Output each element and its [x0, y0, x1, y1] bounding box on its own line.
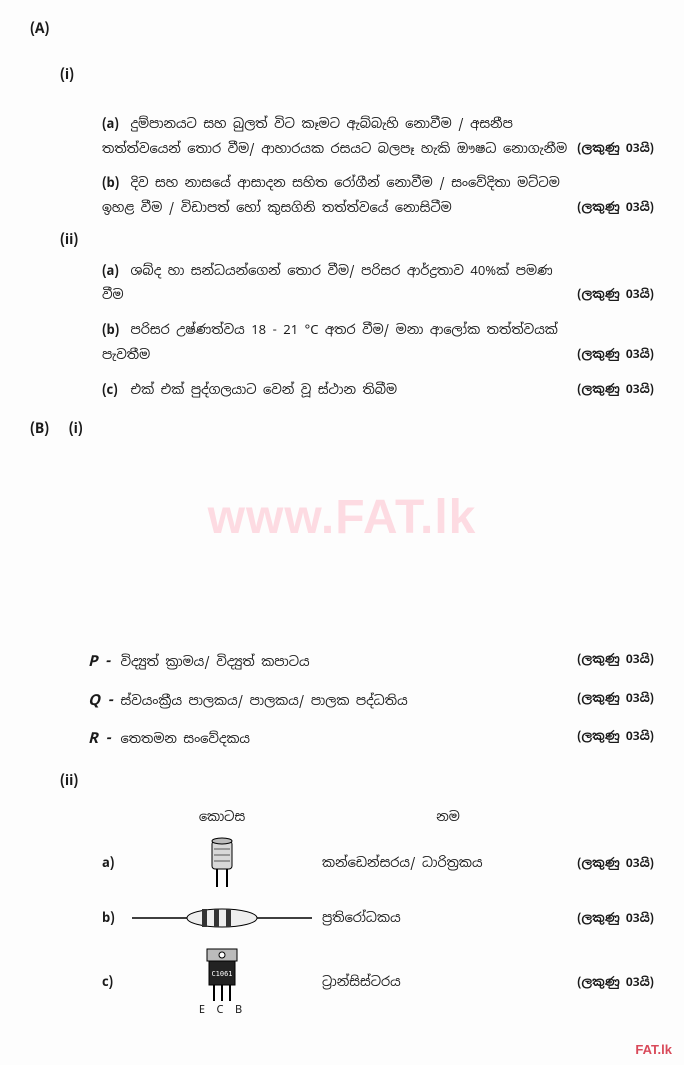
marks-badge: (ලකුණු 03යි) — [577, 725, 654, 748]
text-B-i-Q: ස්වයංක්‍රීය පාලකය/ පාලකය/ පාලක පද්ධතිය — [121, 692, 408, 709]
text-A-i-b: දිව සහ නාසයේ ආසාදන සහිත රෝගීන් නොවීම / ස… — [102, 174, 560, 216]
row-label-b: b) — [102, 909, 132, 926]
marks-badge: (ලකුණු 03යි) — [577, 137, 654, 160]
resistor-icon — [132, 903, 312, 933]
label-P: P - — [88, 648, 114, 677]
item-A-ii-c: (c) එක් එක් පුද්ගලයාට වෙන් වූ ස්ථාන තිබී… — [30, 378, 654, 403]
component-row: a) කන්ඩෙන්සරය/ ධාරිත්‍රකය (ලකුණු 03යි) — [30, 837, 654, 889]
footer-watermark: FAT.lk — [635, 1042, 672, 1057]
label-Q: Q - — [88, 687, 114, 716]
text-B-i-P: විද්‍යුත් ක්‍රාමය/ විද්‍යුත් කපාටය — [121, 653, 310, 670]
marks-badge: (ලකුණු 03යි) — [577, 687, 654, 710]
label-c: (c) — [102, 378, 124, 403]
item-A-ii-b: (b) පරිසර උෂ්ණත්වය 18 - 21 °C අතර වීම/ ම… — [30, 318, 654, 367]
marks-badge: (ලකුණු 03යි) — [577, 648, 654, 671]
component-name-a: කන්ඩෙන්සරය/ ධාරිත්‍රකය — [312, 854, 574, 871]
component-row: c) C1061 E C B ට්‍රාන්සිස්ටරය (ලකුණු 03ය… — [30, 947, 654, 1017]
transistor-pins: E C B — [199, 1003, 245, 1017]
component-table-head: කොටස නම — [30, 808, 654, 825]
item-A-ii-a: (a) ශබ්ද හා සන්ධයන්ගෙන් තොර වීම/ පරිසර ආ… — [30, 259, 654, 308]
svg-text:C1061: C1061 — [211, 970, 232, 978]
text-A-ii-c: එක් එක් පුද්ගලයාට වෙන් වූ ස්ථාන තිබීම — [131, 381, 398, 398]
label-b: (b) — [102, 318, 124, 343]
section-B: (B) (i) — [30, 420, 654, 438]
row-label-a: a) — [102, 854, 132, 871]
marks-badge: (ලකුණු 03යි) — [577, 855, 654, 871]
text-A-i-a: දුම්පානයට සහ බුලත් විට කෑමට ඇබ්බැහි නොවී… — [102, 115, 567, 157]
transistor-icon: C1061 E C B — [132, 947, 312, 1017]
marks-badge: (ලකුණු 03යි) — [577, 974, 654, 990]
marks-badge: (ලකුණු 03යි) — [577, 910, 654, 926]
label-A: (A) — [30, 20, 49, 38]
section-A-i: (i) — [30, 66, 654, 84]
item-B-i-Q: Q - ස්වයංක්‍රීය පාලකය/ පාලකය/ පාලක පද්ධත… — [30, 687, 654, 716]
text-B-i-R: තෙතමන සංවේදකය — [121, 730, 251, 747]
capacitor-icon — [132, 837, 312, 889]
item-A-i-b: (b) දිව සහ නාසයේ ආසාදන සහිත රෝගීන් නොවීම… — [30, 171, 654, 220]
item-B-i-R: R - තෙතමන සංවේදකය (ලකුණු 03යි) — [30, 725, 654, 754]
label-B-ii: (ii) — [60, 772, 78, 790]
label-R: R - — [88, 725, 114, 754]
section-A-ii: (ii) — [30, 231, 654, 249]
row-label-c: c) — [102, 973, 132, 990]
head-part: කොටස — [132, 808, 312, 825]
label-a: (a) — [102, 112, 124, 137]
text-A-ii-b: පරිසර උෂ්ණත්වය 18 - 21 °C අතර වීම/ මනා ආ… — [102, 321, 558, 363]
label-B-i: (i) — [69, 420, 83, 438]
label-b: (b) — [102, 171, 124, 196]
item-B-i-P: P - විද්‍යුත් ක්‍රාමය/ විද්‍යුත් කපාටය (… — [30, 648, 654, 677]
marks-badge: (ලකුණු 03යි) — [577, 343, 654, 366]
component-name-b: ප්‍රතිරෝධකය — [312, 909, 574, 926]
head-name: නම — [312, 808, 574, 825]
label-a: (a) — [102, 259, 124, 284]
component-name-c: ට්‍රාන්සිස්ටරය — [312, 973, 574, 990]
label-B: (B) — [30, 420, 49, 438]
component-row: b) ප්‍රතිරෝධකය (ලකුණු 03යි) — [30, 903, 654, 933]
marks-badge: (ලකුණු 03යි) — [577, 378, 654, 401]
label-A-ii: (ii) — [60, 231, 78, 249]
marks-badge: (ලකුණු 03යි) — [577, 196, 654, 219]
section-B-ii: (ii) — [30, 772, 654, 790]
section-A: (A) — [30, 20, 654, 38]
marks-badge: (ලකුණු 03යි) — [577, 283, 654, 306]
text-A-ii-a: ශබ්ද හා සන්ධයන්ගෙන් තොර වීම/ පරිසර ආර්ද්… — [102, 262, 553, 304]
label-A-i: (i) — [60, 66, 74, 84]
item-A-i-a: (a) දුම්පානයට සහ බුලත් විට කෑමට ඇබ්බැහි … — [30, 112, 654, 161]
